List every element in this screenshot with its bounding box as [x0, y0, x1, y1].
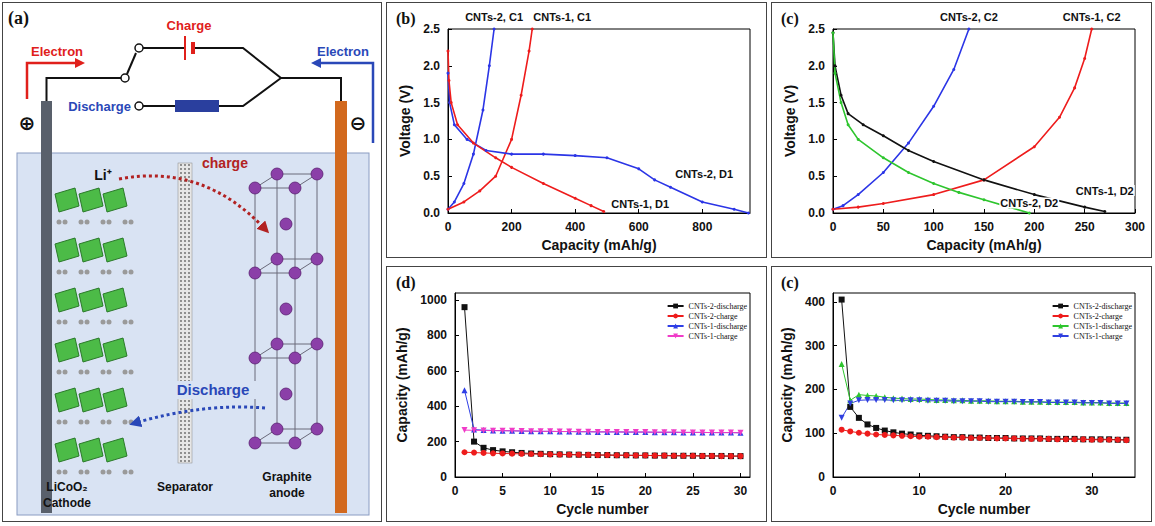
svg-text:400: 400 — [565, 220, 585, 234]
svg-text:(c): (c) — [781, 10, 799, 28]
svg-text:CNTs-2, D2: CNTs-2, D2 — [1000, 197, 1058, 209]
svg-text:20: 20 — [999, 484, 1013, 498]
svg-text:CNTs-2-discharge: CNTs-2-discharge — [1074, 302, 1133, 311]
svg-text:10: 10 — [543, 484, 557, 498]
svg-text:CNTs-2, C2: CNTs-2, C2 — [940, 11, 998, 23]
svg-text:30: 30 — [1085, 484, 1099, 498]
svg-text:anode: anode — [269, 486, 305, 500]
svg-text:30: 30 — [734, 484, 748, 498]
svg-text:2.0: 2.0 — [808, 59, 825, 73]
svg-text:200: 200 — [805, 382, 825, 396]
svg-text:10: 10 — [913, 484, 927, 498]
svg-text:2.5: 2.5 — [808, 22, 825, 36]
svg-text:600: 600 — [427, 364, 447, 378]
svg-text:1.0: 1.0 — [423, 132, 440, 146]
svg-text:100: 100 — [924, 220, 944, 234]
svg-text:100: 100 — [805, 426, 825, 440]
svg-text:Electron: Electron — [31, 44, 83, 59]
svg-text:2.5: 2.5 — [423, 22, 440, 36]
svg-text:charge: charge — [202, 155, 248, 171]
svg-text:0: 0 — [830, 220, 837, 234]
svg-text:0.5: 0.5 — [808, 169, 825, 183]
svg-text:LiCoO₂: LiCoO₂ — [46, 480, 87, 494]
svg-text:0: 0 — [452, 484, 459, 498]
svg-text:CNTs-1, C2: CNTs-1, C2 — [1063, 11, 1121, 23]
svg-text:5: 5 — [499, 484, 506, 498]
svg-text:(b): (b) — [396, 10, 416, 28]
svg-text:1.5: 1.5 — [808, 96, 825, 110]
svg-text:⊕: ⊕ — [19, 111, 36, 135]
svg-text:CNTs-2, D1: CNTs-2, D1 — [675, 168, 733, 180]
svg-text:Capacity (mAh/g): Capacity (mAh/g) — [926, 237, 1041, 253]
svg-text:(d): (d) — [396, 274, 416, 292]
svg-text:400: 400 — [805, 295, 825, 309]
svg-text:0: 0 — [830, 484, 837, 498]
svg-text:250: 250 — [1075, 220, 1095, 234]
svg-text:CNTs-2-charge: CNTs-2-charge — [1074, 312, 1124, 321]
svg-text:600: 600 — [629, 220, 649, 234]
svg-text:20: 20 — [639, 484, 653, 498]
svg-text:150: 150 — [974, 220, 994, 234]
svg-text:CNTs-1-charge: CNTs-1-charge — [689, 332, 739, 341]
svg-text:Capacity (mAh/g): Capacity (mAh/g) — [394, 327, 410, 442]
svg-text:0: 0 — [440, 470, 447, 484]
svg-text:1.0: 1.0 — [808, 132, 825, 146]
svg-text:Cathode: Cathode — [43, 496, 91, 510]
svg-text:CNTs-2-discharge: CNTs-2-discharge — [689, 302, 748, 311]
svg-text:200: 200 — [1024, 220, 1044, 234]
svg-text:0.0: 0.0 — [808, 206, 825, 220]
svg-text:⊖: ⊖ — [350, 111, 367, 135]
svg-text:1000: 1000 — [420, 293, 447, 307]
svg-text:CNTs-1-discharge: CNTs-1-discharge — [1074, 322, 1133, 331]
svg-text:CNTs-2, C1: CNTs-2, C1 — [465, 11, 523, 23]
svg-text:CNTs-1, C1: CNTs-1, C1 — [533, 11, 591, 23]
svg-text:(a): (a) — [8, 8, 29, 29]
svg-text:Voltage (V): Voltage (V) — [782, 85, 798, 157]
svg-text:Separator: Separator — [157, 480, 213, 494]
svg-text:CNTs-1, D2: CNTs-1, D2 — [1076, 185, 1134, 197]
svg-text:Electron: Electron — [317, 44, 369, 59]
svg-text:Voltage (V): Voltage (V) — [397, 85, 413, 157]
svg-text:0: 0 — [818, 470, 825, 484]
svg-text:CNTs-2-charge: CNTs-2-charge — [689, 312, 739, 321]
svg-text:Graphite: Graphite — [262, 470, 312, 484]
svg-text:Charge: Charge — [167, 18, 212, 33]
svg-text:200: 200 — [427, 435, 447, 449]
svg-text:Capacity (mAh/g): Capacity (mAh/g) — [541, 237, 656, 253]
svg-text:300: 300 — [805, 339, 825, 353]
svg-text:Discharge: Discharge — [177, 381, 250, 398]
svg-text:CNTs-1, D1: CNTs-1, D1 — [611, 198, 669, 210]
svg-text:15: 15 — [591, 484, 605, 498]
svg-text:800: 800 — [427, 328, 447, 342]
svg-text:Li⁺: Li⁺ — [94, 167, 111, 183]
svg-text:1.5: 1.5 — [423, 96, 440, 110]
svg-text:200: 200 — [502, 220, 522, 234]
svg-text:0.0: 0.0 — [423, 206, 440, 220]
svg-text:CNTs-1-discharge: CNTs-1-discharge — [689, 322, 748, 331]
svg-text:800: 800 — [692, 220, 712, 234]
svg-text:400: 400 — [427, 399, 447, 413]
svg-text:Discharge: Discharge — [68, 99, 131, 114]
svg-text:0: 0 — [445, 220, 452, 234]
svg-text:(c): (c) — [781, 274, 799, 292]
svg-text:CNTs-1-charge: CNTs-1-charge — [1074, 332, 1124, 341]
svg-text:Cycle number: Cycle number — [938, 501, 1031, 517]
svg-text:300: 300 — [1125, 220, 1145, 234]
svg-text:2.0: 2.0 — [423, 59, 440, 73]
svg-text:Cycle number: Cycle number — [556, 501, 649, 517]
svg-text:Capacity (mAh/g): Capacity (mAh/g) — [779, 327, 795, 442]
svg-text:0.5: 0.5 — [423, 169, 440, 183]
svg-text:25: 25 — [686, 484, 700, 498]
svg-text:50: 50 — [877, 220, 891, 234]
